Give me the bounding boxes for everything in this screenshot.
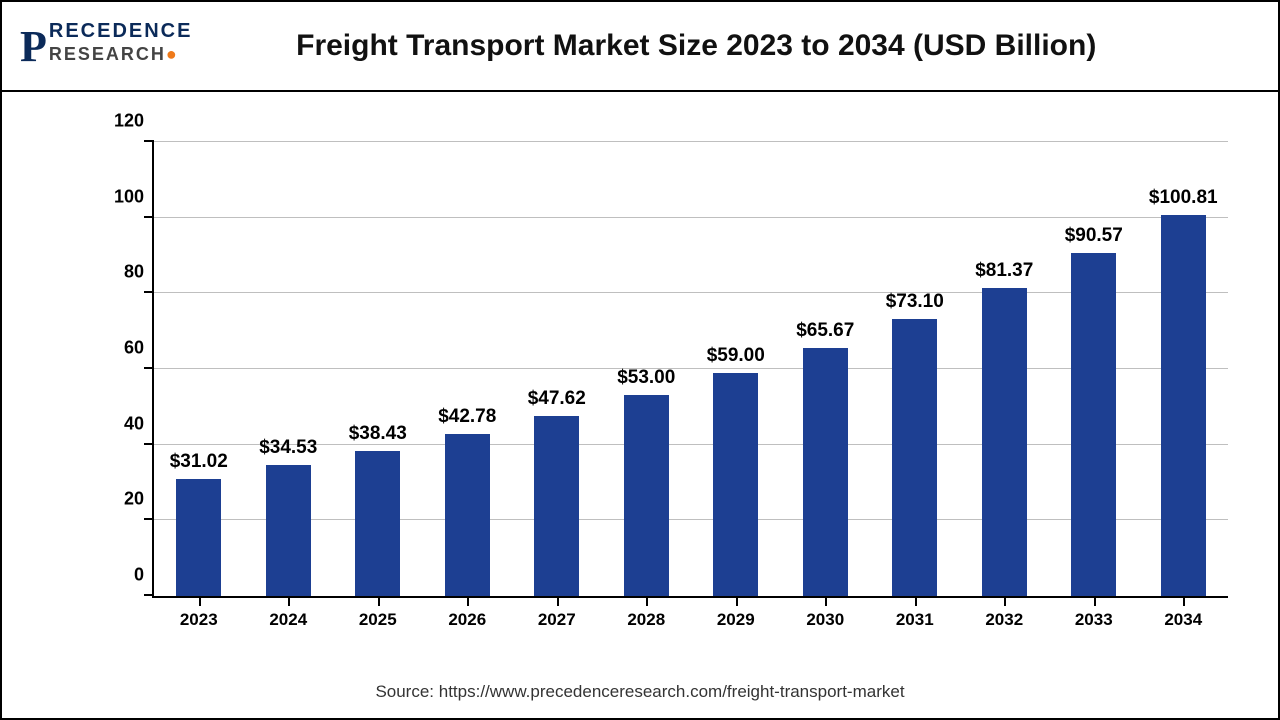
bar-value-label: $59.00 <box>707 345 765 367</box>
y-axis-tick <box>144 291 154 293</box>
grid-line <box>154 141 1228 142</box>
y-axis-tick <box>144 518 154 520</box>
bar-value-label: $90.57 <box>1065 225 1123 247</box>
x-axis-tick <box>1004 596 1006 606</box>
y-axis-label: 40 <box>96 413 144 434</box>
bar <box>355 451 400 596</box>
logo-dot-icon: ● <box>166 44 179 64</box>
source-citation: Source: https://www.precedenceresearch.c… <box>2 682 1278 702</box>
x-axis-tick <box>1183 596 1185 606</box>
bar-value-label: $31.02 <box>170 451 228 473</box>
brand-logo: P RECEDENCE RESEARCH● <box>20 21 192 72</box>
y-axis-tick <box>144 140 154 142</box>
bar-value-label: $47.62 <box>528 388 586 410</box>
y-axis-tick <box>144 216 154 218</box>
bar <box>445 434 490 596</box>
y-axis-tick <box>144 367 154 369</box>
bar <box>982 288 1027 596</box>
bar-value-label: $73.10 <box>886 291 944 313</box>
x-axis-label: 2029 <box>717 610 755 630</box>
x-axis-tick <box>288 596 290 606</box>
bar <box>266 465 311 596</box>
grid-line <box>154 368 1228 369</box>
header: P RECEDENCE RESEARCH● Freight Transport … <box>2 2 1278 92</box>
bar-value-label: $53.00 <box>617 367 675 389</box>
y-axis-label: 0 <box>96 565 144 586</box>
bar <box>534 416 579 596</box>
x-axis-label: 2023 <box>180 610 218 630</box>
logo-mark: P <box>20 21 47 72</box>
x-axis-label: 2033 <box>1075 610 1113 630</box>
y-axis-tick <box>144 594 154 596</box>
bar <box>803 348 848 596</box>
bar-value-label: $100.81 <box>1149 187 1218 209</box>
logo-text: RECEDENCE RESEARCH● <box>49 21 193 63</box>
logo-bottom-text: RESEARCH <box>49 44 166 64</box>
x-axis-tick <box>646 596 648 606</box>
x-axis-tick <box>557 596 559 606</box>
bar-value-label: $38.43 <box>349 423 407 445</box>
y-axis-label: 120 <box>96 111 144 132</box>
plot-region: 020406080100120$31.022023$34.532024$38.4… <box>152 142 1228 598</box>
x-axis-label: 2032 <box>985 610 1023 630</box>
x-axis-tick <box>1094 596 1096 606</box>
x-axis-label: 2027 <box>538 610 576 630</box>
chart-frame: P RECEDENCE RESEARCH● Freight Transport … <box>0 0 1280 720</box>
x-axis-label: 2024 <box>269 610 307 630</box>
x-axis-label: 2034 <box>1164 610 1202 630</box>
chart-area: 020406080100120$31.022023$34.532024$38.4… <box>82 122 1248 638</box>
bar <box>176 479 221 596</box>
bar <box>624 395 669 596</box>
y-axis-label: 60 <box>96 338 144 359</box>
y-axis-label: 20 <box>96 489 144 510</box>
bar-value-label: $65.67 <box>796 320 854 342</box>
x-axis-tick <box>915 596 917 606</box>
x-axis-label: 2030 <box>806 610 844 630</box>
chart-title: Freight Transport Market Size 2023 to 20… <box>192 29 1260 63</box>
x-axis-label: 2026 <box>448 610 486 630</box>
logo-brand-top: RECEDENCE <box>49 20 193 42</box>
bar <box>1161 215 1206 596</box>
x-axis-tick <box>736 596 738 606</box>
bar-value-label: $42.78 <box>438 406 496 428</box>
bar-value-label: $34.53 <box>259 437 317 459</box>
bar <box>1071 253 1116 596</box>
y-axis-label: 80 <box>96 262 144 283</box>
x-axis-label: 2025 <box>359 610 397 630</box>
x-axis-tick <box>467 596 469 606</box>
logo-brand-bottom: RESEARCH● <box>49 45 193 63</box>
grid-line <box>154 292 1228 293</box>
x-axis-tick <box>199 596 201 606</box>
logo-top-line: RECEDENCE <box>49 21 193 41</box>
grid-line <box>154 217 1228 218</box>
y-axis-label: 100 <box>96 186 144 207</box>
x-axis-label: 2028 <box>627 610 665 630</box>
x-axis-label: 2031 <box>896 610 934 630</box>
bar <box>713 373 758 596</box>
bar-value-label: $81.37 <box>975 260 1033 282</box>
x-axis-tick <box>378 596 380 606</box>
grid-line <box>154 519 1228 520</box>
x-axis-tick <box>825 596 827 606</box>
bar <box>892 319 937 596</box>
y-axis-tick <box>144 443 154 445</box>
